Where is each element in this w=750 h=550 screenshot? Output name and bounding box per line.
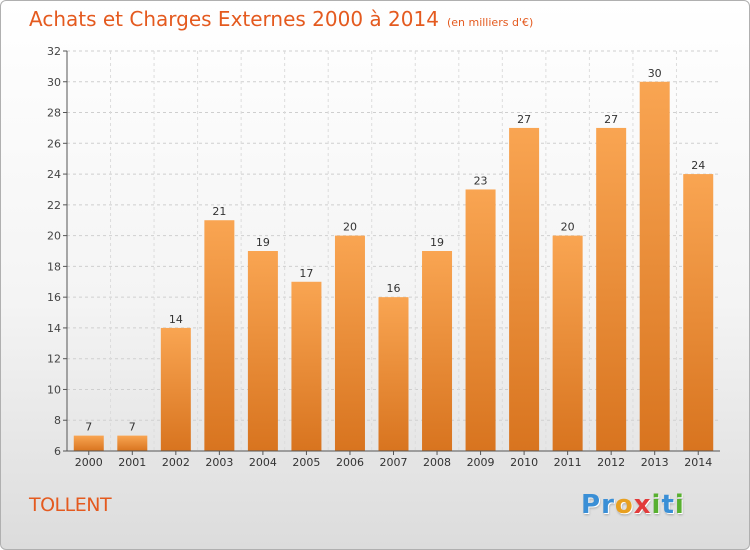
data-label: 7: [129, 421, 136, 434]
logo-letter: P: [581, 490, 602, 520]
data-label: 19: [256, 236, 270, 249]
data-label: 30: [648, 67, 662, 80]
data-label: 17: [299, 267, 313, 280]
x-tick-label: 2003: [205, 456, 233, 469]
bar: [422, 251, 453, 451]
chart-title: Achats et Charges Externes 2000 à 2014 (e…: [29, 7, 533, 31]
chart-title-text: Achats et Charges Externes 2000 à 2014: [29, 7, 439, 31]
y-tick-label: 32: [47, 45, 61, 58]
x-tick-label: 2000: [75, 456, 103, 469]
y-tick-label: 6: [54, 445, 61, 458]
x-tick-label: 2001: [118, 456, 146, 469]
logo-letter: i: [651, 490, 662, 520]
logo-letter: t: [661, 490, 675, 520]
y-tick-label: 16: [47, 291, 61, 304]
x-tick-label: 2002: [162, 456, 190, 469]
bar: [683, 174, 714, 452]
data-label: 27: [604, 113, 618, 126]
bar: [204, 220, 235, 451]
town-name: TOLLENT: [29, 494, 112, 516]
data-label: 19: [430, 236, 444, 249]
bar: [334, 235, 365, 451]
bar: [73, 435, 104, 451]
bar: [378, 297, 409, 451]
y-tick-label: 14: [47, 322, 61, 335]
bar: [509, 127, 540, 451]
bar: [552, 235, 583, 451]
data-label: 20: [343, 221, 357, 234]
y-tick-label: 8: [54, 414, 61, 427]
data-label: 20: [561, 221, 575, 234]
x-tick-label: 2005: [292, 456, 320, 469]
x-tick-label: 2010: [510, 456, 538, 469]
y-tick-label: 26: [47, 137, 61, 150]
y-tick-label: 28: [47, 107, 61, 120]
y-tick-label: 18: [47, 260, 61, 273]
logo-letter: i: [674, 490, 685, 520]
y-tick-label: 12: [47, 353, 61, 366]
data-label: 21: [212, 205, 226, 218]
chart-unit: (en milliers d'€): [446, 16, 534, 29]
bar: [465, 189, 496, 451]
bar: [639, 81, 670, 452]
data-label: 24: [691, 159, 705, 172]
x-tick-label: 2007: [380, 456, 408, 469]
data-label: 16: [387, 282, 401, 295]
data-label: 14: [169, 313, 183, 326]
y-tick-label: 24: [47, 168, 61, 181]
x-tick-label: 2006: [336, 456, 364, 469]
y-tick-label: 30: [47, 76, 61, 89]
logo-letter: r: [601, 490, 615, 520]
bar: [596, 127, 627, 451]
y-tick-label: 10: [47, 383, 61, 396]
x-tick-label: 2014: [684, 456, 712, 469]
proxiti-logo[interactable]: Proxiti: [581, 490, 685, 520]
data-label: 27: [517, 113, 531, 126]
bar: [247, 251, 278, 451]
x-tick-label: 2011: [554, 456, 582, 469]
x-tick-label: 2013: [641, 456, 669, 469]
data-label: 7: [85, 421, 92, 434]
x-tick-label: 2004: [249, 456, 277, 469]
logo-letter: o: [614, 490, 634, 520]
logo-letter: x: [633, 490, 652, 520]
data-label: 23: [474, 174, 488, 187]
x-tick-label: 2008: [423, 456, 451, 469]
x-tick-label: 2012: [597, 456, 625, 469]
bar: [160, 327, 191, 451]
y-tick-label: 20: [47, 230, 61, 243]
y-tick-label: 22: [47, 199, 61, 212]
x-tick-label: 2009: [467, 456, 495, 469]
bar: [291, 281, 322, 451]
bar: [117, 435, 148, 451]
